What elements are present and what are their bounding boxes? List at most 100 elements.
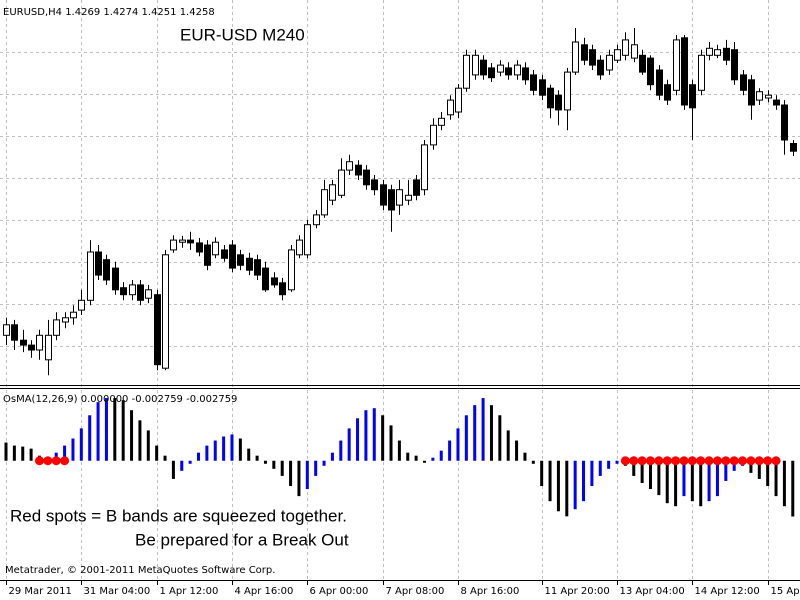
candle-body [355,164,362,176]
x-tick-label: 8 Apr 16:00 [461,586,520,597]
histogram-bar [431,457,435,461]
histogram-bar [222,436,226,461]
candle-body [221,249,228,259]
squeeze-dot [721,456,731,466]
x-tick-label: 15 Apr [771,586,800,597]
histogram-bar [489,405,493,461]
candle-body [673,39,680,91]
candle-body [488,67,495,79]
candle-body [187,239,194,244]
histogram-bar [339,440,343,461]
candle-body [606,54,613,71]
squeeze-dot [763,456,773,466]
histogram-bar [205,445,209,461]
candle-body [530,74,537,91]
candle-body [296,239,303,256]
histogram-bar [406,452,410,461]
symbol-header: EURUSD,H4 1.4269 1.4274 1.4251 1.4258 [3,7,215,18]
histogram-bar [657,460,661,496]
candle-body [313,214,320,226]
candle-body [204,244,211,266]
histogram-bar [347,428,351,461]
candle-body [647,57,654,86]
mark-layer [3,28,797,517]
histogram-bar [322,460,326,466]
squeeze-dot [34,456,44,466]
candle-body [472,54,479,76]
candle-body [405,194,412,201]
histogram-bar [648,460,652,490]
histogram-bar [213,440,217,461]
candle-body [246,257,253,271]
histogram-bar [4,442,8,461]
histogram-bar [96,402,100,461]
histogram-bar [757,460,761,479]
candle-body [438,117,445,126]
histogram-bar [682,460,686,497]
histogram-bar [71,438,75,461]
candle-body [120,287,127,296]
candle-body [790,143,797,152]
squeeze-dot [754,456,764,466]
histogram-bar [531,460,535,464]
candle-body [547,87,554,109]
histogram-bar [674,460,678,507]
squeeze-dot [60,456,70,466]
histogram-bar [615,460,619,464]
candle-body [698,54,705,91]
annotation: Red spots = B bands are squeezed togethe… [10,506,347,525]
candle-body [11,324,18,341]
histogram-bar [791,460,795,517]
histogram-bar [724,460,728,481]
histogram-bar [104,398,108,461]
histogram-bar [138,420,142,461]
candle-body [103,259,110,281]
histogram-bar [297,460,301,497]
candle-body [413,179,420,196]
histogram-bar [180,460,184,471]
candle-body [589,49,596,66]
histogram-bar [171,460,175,479]
candle-body [564,71,571,111]
histogram-bar [766,460,770,487]
histogram-bar [573,460,577,510]
candle-body [765,94,772,99]
squeeze-dot [679,456,689,466]
candle-body [229,244,236,269]
histogram-bar [163,455,167,461]
candle-body [689,84,696,109]
candle-body [62,317,69,323]
histogram-bar [640,460,644,483]
histogram-bar [632,460,636,476]
histogram-bar [481,398,485,461]
histogram-bar [473,405,477,461]
histogram-bar [782,460,786,507]
candle-body [723,47,730,61]
candle-body [748,79,755,106]
histogram-bar [356,418,360,461]
candle-body [380,184,387,206]
histogram-bar [707,460,711,502]
candle-body [321,189,328,216]
x-tick-label: 31 Mar 04:00 [84,586,151,597]
candle-body [631,44,638,59]
candle-body [572,41,579,73]
candle-body [664,84,671,101]
candle-body [87,251,94,301]
candle-body [78,299,85,311]
histogram-bar [749,460,753,473]
candle-body [522,67,529,81]
x-tick-label: 1 Apr 12:00 [160,586,219,597]
squeeze-dot [43,456,53,466]
candle-body [346,161,353,171]
candle-body [514,64,521,76]
squeeze-dot [771,456,781,466]
candle-body [20,339,27,346]
histogram-bar [21,446,25,461]
histogram-bar [506,430,510,461]
histogram-bar [364,410,368,461]
candle-body [756,91,763,101]
candle-body [145,289,152,299]
histogram-bar [498,415,502,461]
histogram-bar [12,445,16,461]
